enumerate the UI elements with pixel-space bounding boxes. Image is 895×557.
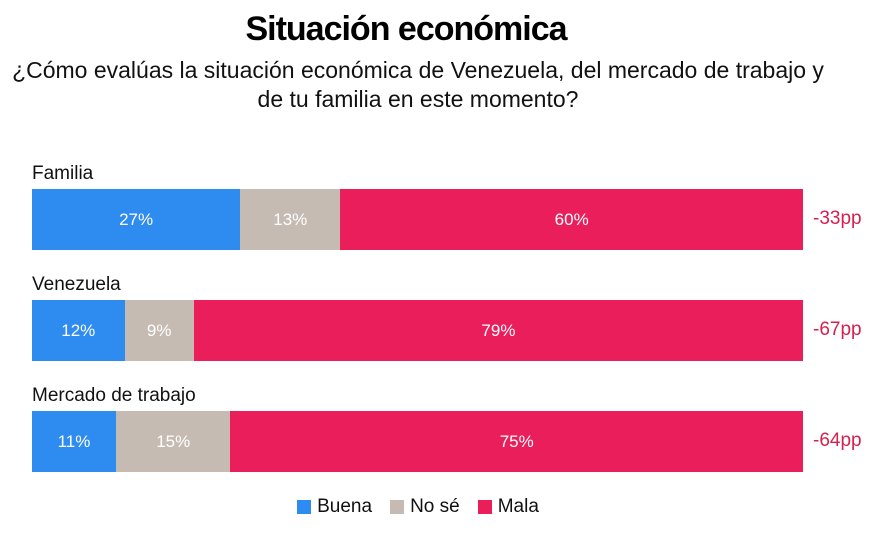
bar-segment-no-s-: 13% (240, 189, 341, 250)
bar-segment-buena: 11% (32, 411, 116, 472)
stacked-bar: 11% 15% 75% (32, 411, 803, 472)
bar-segment-buena: 27% (32, 189, 241, 250)
bar-segment-no-s-: 9% (124, 300, 194, 361)
net-balance-label: -64pp (813, 430, 862, 451)
stacked-bar: 12% 9% 79% (32, 300, 803, 361)
net-balance-label: -33pp (813, 208, 862, 229)
stacked-bar: 27% 13% 60% (32, 189, 803, 250)
legend-item: No sé (390, 496, 460, 518)
category-label: Mercado de trabajo (32, 385, 196, 406)
category-label: Familia (32, 163, 94, 184)
chart-title: Situación económica (245, 10, 567, 48)
chart-subtitle: ¿Cómo evalúas la situación económica de … (12, 57, 824, 112)
bar-segment-no-s-: 15% (115, 411, 231, 472)
legend-swatch (390, 500, 405, 514)
legend-label: Buena (317, 496, 373, 517)
legend-swatch (297, 500, 312, 514)
legend-item: Buena (297, 496, 372, 518)
category-label: Venezuela (32, 274, 121, 295)
bar-segment-mala: 60% (340, 189, 803, 250)
net-balance-label: -67pp (813, 319, 862, 340)
legend: Buena No sé Mala (0, 496, 836, 518)
legend-swatch (477, 500, 492, 514)
bar-segment-buena: 12% (32, 300, 125, 361)
legend-label: No sé (410, 496, 460, 517)
legend-label: Mala (497, 496, 539, 517)
bar-segment-mala: 75% (230, 411, 803, 472)
bar-segment-mala: 79% (193, 300, 803, 361)
legend-item: Mala (477, 496, 539, 518)
